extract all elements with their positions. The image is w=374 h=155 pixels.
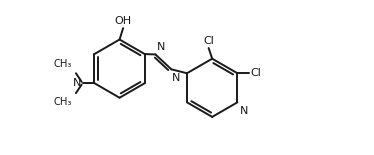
Text: N: N: [172, 73, 180, 82]
Text: N: N: [73, 78, 82, 88]
Text: CH₃: CH₃: [53, 97, 72, 107]
Text: OH: OH: [114, 16, 132, 26]
Text: Cl: Cl: [203, 36, 214, 46]
Text: Cl: Cl: [250, 68, 261, 78]
Text: CH₃: CH₃: [53, 59, 72, 69]
Text: N: N: [156, 42, 165, 52]
Text: N: N: [239, 106, 248, 116]
